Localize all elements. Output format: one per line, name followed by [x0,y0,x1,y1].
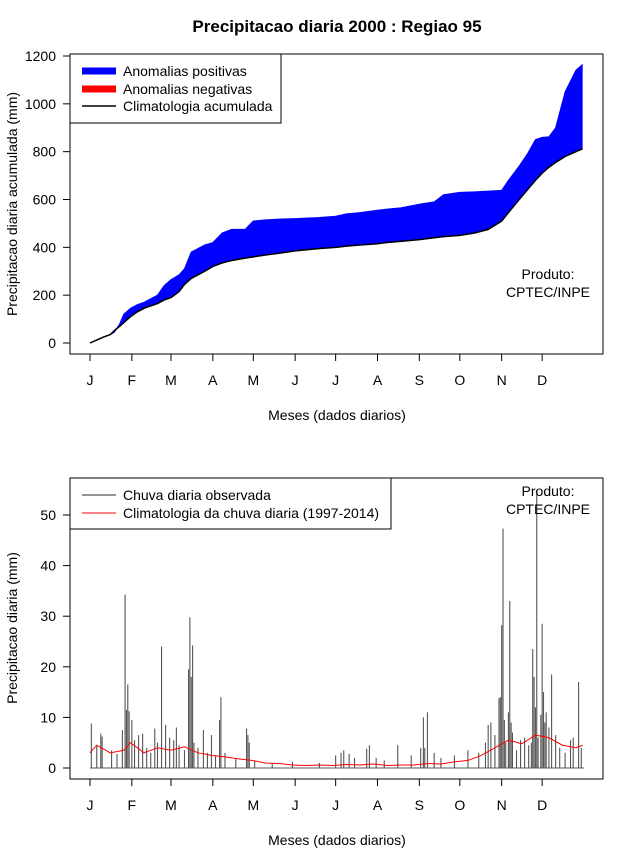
top-legend: Anomalias positivas Anomalias negativas … [69,53,282,124]
top-x-tick-label: A [208,372,218,388]
top-x-tick-label: S [415,372,424,388]
bottom-x-tick-label: O [454,797,465,813]
top-x-tick-label: J [292,372,299,388]
bottom-x-tick-label: J [87,797,94,813]
bottom-y-tick-label: 30 [40,608,56,624]
bottom-x-tick-label: J [292,797,299,813]
top-x-tick-label: A [373,372,383,388]
top-y-tick-label: 0 [48,335,56,351]
bottom-x-tick-label: F [128,797,137,813]
legend-clim-daily-label: Climatologia da chuva diaria (1997-2014) [123,505,379,521]
top-x-tick-label: O [454,372,465,388]
bottom-x-axis-label: Meses (dados diarios) [268,832,406,848]
top-y-tick-label: 1200 [25,48,56,64]
bottom-y-tick-label: 10 [40,709,56,725]
top-y-tick-label: 600 [33,192,57,208]
bottom-x-tick-label: J [332,797,339,813]
bottom-x-tick-label: A [208,797,218,813]
bottom-y-axis-label: Precipitacao diaria (mm) [4,552,20,704]
bottom-y-tick-label: 20 [40,659,56,675]
top-annotation-line-2: CPTEC/INPE [506,284,590,300]
bottom-x-tick-label: A [373,797,383,813]
top-annotation-line-1: Produto: [522,266,575,282]
bottom-x-tick-label: N [497,797,507,813]
bottom-legend: Chuva diaria observada Climatologia da c… [69,477,392,530]
bottom-legend-box [69,477,392,530]
top-x-tick-label: M [247,372,259,388]
top-y-axis-label: Precipitacao diaria acumulada (mm) [4,92,20,316]
top-y-tick-label: 200 [33,287,57,303]
top-x-axis-label: Meses (dados diarios) [268,407,406,423]
bottom-x-tick-label: S [415,797,424,813]
legend-negative-label: Anomalias negativas [123,81,252,97]
positive-anomaly-area [90,64,583,343]
bottom-x-tick-label: M [247,797,259,813]
legend-climatology-label: Climatologia acumulada [123,98,273,114]
top-y-tick-label: 800 [33,144,57,160]
bottom-annotation-line-1: Produto: [522,483,575,499]
legend-observed-label: Chuva diaria observada [123,487,271,503]
observed-cumulative-line [89,63,583,344]
bottom-y-tick-label: 50 [40,507,56,523]
top-x-tick-label: J [87,372,94,388]
top-x-tick-label: D [537,372,547,388]
top-y-tick-label: 1000 [25,96,56,112]
chart-title: Precipitacao diaria 2000 : Regiao 95 [192,17,481,36]
climatology-cumulative-line [89,148,583,344]
top-x-tick-label: F [128,372,137,388]
bottom-y-tick-label: 0 [48,760,56,776]
legend-positive-label: Anomalias positivas [123,63,247,79]
top-x-tick-label: N [497,372,507,388]
bottom-x-tick-label: D [537,797,547,813]
bottom-y-tick-label: 40 [40,558,56,574]
bottom-x-tick-label: M [165,797,177,813]
cumulative-precipitation-chart: 0 200 400 600 800 1000 1200 J F M A M J J A S O N D Meses … [4,48,604,423]
bottom-annotation-line-2: CPTEC/INPE [506,501,590,517]
top-x-tick-label: J [332,372,339,388]
top-y-tick-label: 400 [33,239,57,255]
daily-precipitation-chart: 0 10 20 30 40 50 J F M A M J J A S O N D Meses (dados dia… [4,477,604,848]
daily-climatology-line [89,734,583,766]
top-x-tick-label: M [165,372,177,388]
